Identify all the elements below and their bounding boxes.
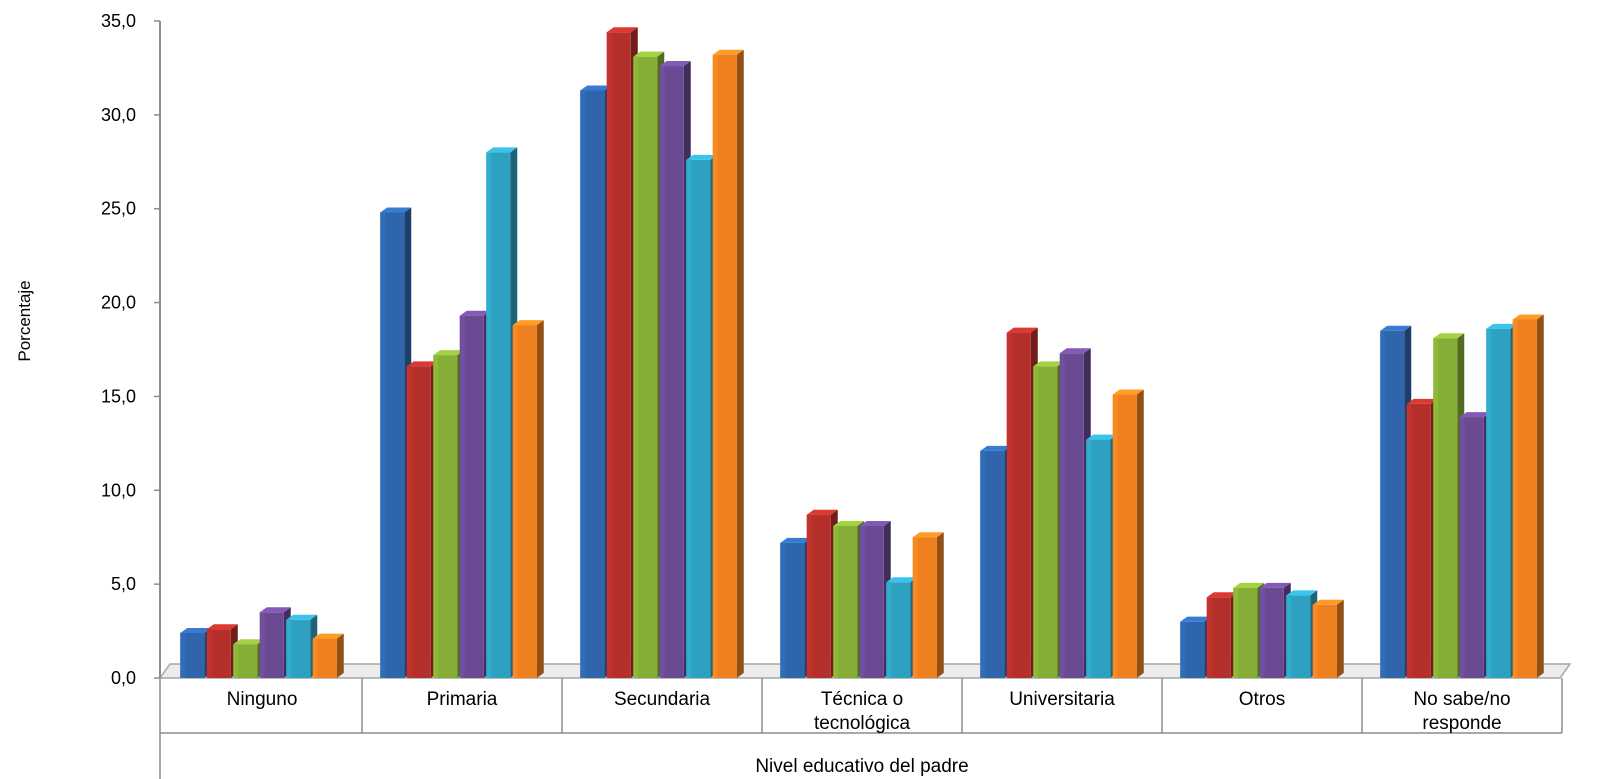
- category-label: Universitaria: [1009, 689, 1115, 710]
- bar: [1059, 348, 1091, 678]
- bar: [1112, 389, 1144, 678]
- category-label: tecnológica: [814, 713, 911, 734]
- bar: [1086, 434, 1118, 678]
- category-label: Primaria: [427, 689, 498, 710]
- bar: [1312, 599, 1344, 678]
- bar: [1180, 616, 1212, 678]
- bar: [780, 537, 812, 678]
- bar: [312, 633, 344, 678]
- x-axis-title: Nivel educativo del padre: [755, 756, 968, 777]
- category-label: No sabe/no: [1413, 689, 1510, 710]
- category-labels: Ninguno Primaria Secundaria Técnica o tecnol…: [227, 689, 1511, 734]
- bar: [1486, 323, 1518, 678]
- bar: [980, 445, 1012, 678]
- bar: [380, 207, 412, 678]
- y-tick-label: 0,0: [111, 668, 136, 688]
- bar: [433, 350, 465, 678]
- bar: [1459, 412, 1491, 678]
- bar: [180, 627, 212, 678]
- bar: [659, 61, 691, 678]
- bar: [459, 310, 491, 678]
- y-tick-label: 10,0: [101, 480, 136, 500]
- y-tick-label: 35,0: [101, 11, 136, 31]
- bar: [486, 147, 518, 678]
- bar: [1206, 592, 1238, 678]
- y-tick-label: 25,0: [101, 199, 136, 219]
- bar: [833, 520, 865, 678]
- bar: [1233, 582, 1265, 678]
- bar: [233, 639, 265, 678]
- bar: [206, 624, 238, 678]
- bar: [1033, 361, 1065, 678]
- category-label: Técnica o: [821, 689, 903, 710]
- bar: [1380, 325, 1412, 678]
- bar: [912, 532, 944, 678]
- category-label: Ninguno: [227, 689, 298, 710]
- bar: [1286, 590, 1318, 678]
- y-axis-title: Porcentaje: [15, 280, 34, 361]
- category-label: Secundaria: [614, 689, 711, 710]
- bar: [1006, 327, 1038, 678]
- y-tick-label: 20,0: [101, 293, 136, 313]
- y-tick-label: 30,0: [101, 105, 136, 125]
- bar: [806, 509, 838, 678]
- bar: [1406, 398, 1438, 678]
- bar: [859, 520, 891, 678]
- bar: [606, 27, 638, 678]
- bar: [886, 577, 918, 678]
- bar: [406, 361, 438, 678]
- bar: [633, 51, 665, 679]
- bar: [712, 49, 744, 678]
- bar: [259, 607, 291, 678]
- category-label: Otros: [1239, 689, 1285, 710]
- bar: [1512, 314, 1544, 678]
- bar: [1433, 333, 1465, 678]
- category-label: responde: [1422, 713, 1501, 734]
- bar: [512, 320, 544, 678]
- y-tick-label: 5,0: [111, 574, 136, 594]
- bar: [1259, 582, 1291, 678]
- bar: [686, 154, 718, 678]
- bar: [286, 614, 318, 678]
- bar: [580, 85, 612, 678]
- chart-bars: [180, 27, 1544, 679]
- y-tick-label: 15,0: [101, 386, 136, 406]
